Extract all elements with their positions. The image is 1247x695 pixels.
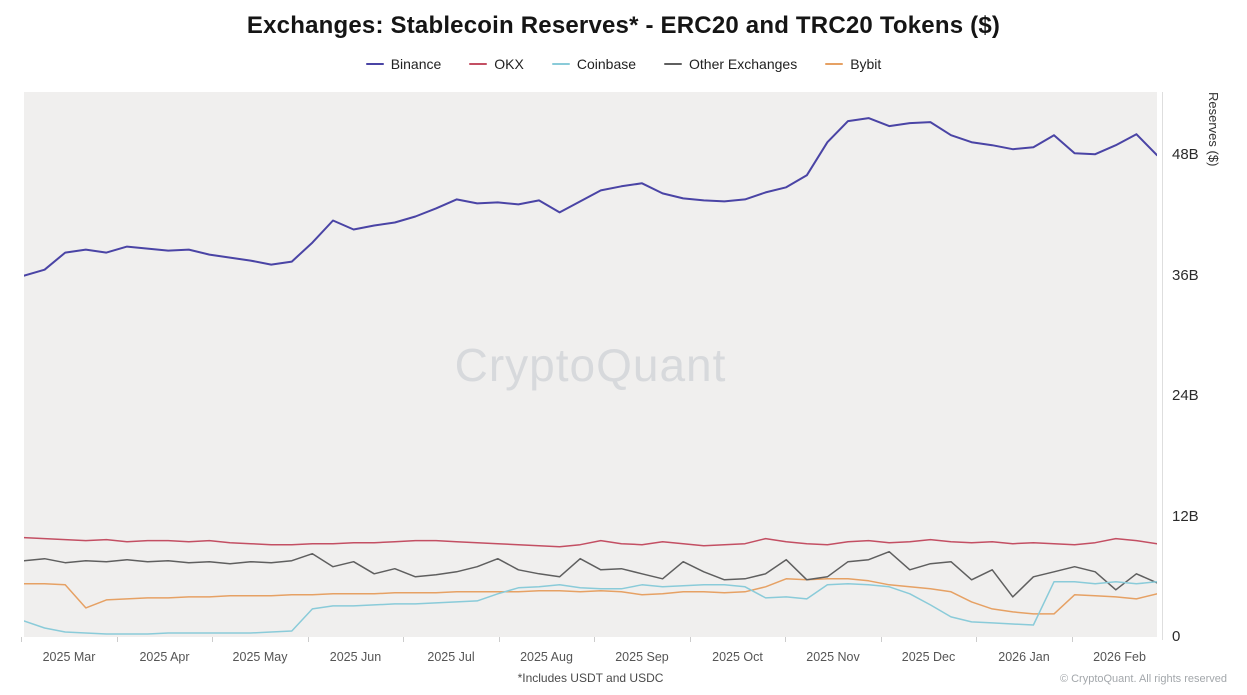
legend-swatch-binance bbox=[365, 63, 384, 65]
y-axis-title: Reserves ($) bbox=[1206, 92, 1221, 167]
chart-legend: Binance OKX Coinbase Other Exchanges Bybit bbox=[0, 56, 1247, 72]
x-tick-mark bbox=[880, 637, 882, 642]
x-tick-mark bbox=[785, 637, 786, 642]
copyright: © CryptoQuant. All rights reserved bbox=[1059, 673, 1227, 685]
legend-item-binance[interactable]: Binance bbox=[365, 56, 442, 72]
legend-item-coinbase[interactable]: Coinbase bbox=[551, 56, 637, 72]
series-line-bybit bbox=[24, 578, 1157, 615]
x-tick-label-2025-sep: 2025 Sep bbox=[615, 650, 669, 664]
x-tick-label-2025-jul: 2025 Jul bbox=[427, 650, 475, 664]
legend-item-bybit[interactable]: Bybit bbox=[825, 56, 881, 72]
line-chart bbox=[24, 117, 1157, 635]
legend-item-other-exchanges[interactable]: Other Exchanges bbox=[664, 56, 797, 72]
legend-swatch-other-exchanges bbox=[664, 63, 683, 65]
x-tick-label-2026-feb: 2026 Feb bbox=[1093, 650, 1146, 664]
x-tick-label-2026-jan: 2026 Jan bbox=[998, 650, 1050, 664]
y-tick-label-24B: 24B bbox=[1172, 387, 1199, 405]
series-line-binance bbox=[24, 117, 1157, 277]
x-tick-label-2025-oct: 2025 Oct bbox=[712, 650, 763, 664]
legend-label-other-exchanges: Other Exchanges bbox=[689, 56, 798, 72]
x-tick-mark bbox=[212, 637, 213, 642]
x-tick-mark bbox=[594, 637, 595, 642]
legend-item-okx[interactable]: OKX bbox=[469, 56, 524, 72]
x-tick-label-2025-nov: 2025 Nov bbox=[806, 650, 860, 664]
y-tick-label-36B: 36B bbox=[1172, 266, 1199, 284]
x-tick-label-2025-mar: 2025 Mar bbox=[42, 650, 96, 664]
y-tick-label-12B: 12B bbox=[1172, 507, 1199, 525]
legend-swatch-okx bbox=[469, 63, 488, 65]
x-tick-mark bbox=[498, 637, 500, 642]
x-tick-mark bbox=[1071, 637, 1073, 642]
x-tick-label-2025-jun: 2025 Jun bbox=[329, 650, 382, 664]
x-tick-mark bbox=[403, 637, 404, 642]
legend-label-binance: Binance bbox=[390, 56, 442, 72]
x-tick-mark bbox=[307, 637, 309, 642]
chart-title: Exchanges: Stablecoin Reserves* - ERC20 … bbox=[246, 12, 1001, 39]
x-tick-label-2025-apr: 2025 Apr bbox=[139, 650, 190, 664]
legend-label-okx: OKX bbox=[494, 56, 524, 72]
legend-swatch-bybit bbox=[825, 63, 844, 65]
series-line-okx bbox=[24, 536, 1157, 548]
y-axis-line bbox=[1162, 92, 1163, 640]
x-tick-label-2025-aug: 2025 Aug bbox=[520, 650, 573, 664]
x-tick-label-2025-may: 2025 May bbox=[232, 650, 288, 664]
footnote: *Includes USDT and USDC bbox=[517, 671, 664, 685]
x-tick-mark bbox=[689, 637, 691, 642]
series-line-other-exchanges bbox=[24, 550, 1157, 598]
x-tick-mark bbox=[21, 637, 22, 642]
x-tick-mark bbox=[976, 637, 977, 642]
legend-label-bybit: Bybit bbox=[850, 56, 882, 72]
y-tick-label-0: 0 bbox=[1172, 628, 1181, 645]
plot-area[interactable]: CryptoQuant bbox=[24, 92, 1157, 637]
legend-label-coinbase: Coinbase bbox=[576, 56, 637, 72]
series-line-coinbase bbox=[24, 581, 1157, 635]
legend-swatch-coinbase bbox=[551, 63, 570, 65]
y-tick-label-48B: 48B bbox=[1172, 146, 1199, 164]
x-tick-label-2025-dec: 2025 Dec bbox=[901, 650, 956, 664]
x-tick-mark bbox=[116, 637, 118, 642]
